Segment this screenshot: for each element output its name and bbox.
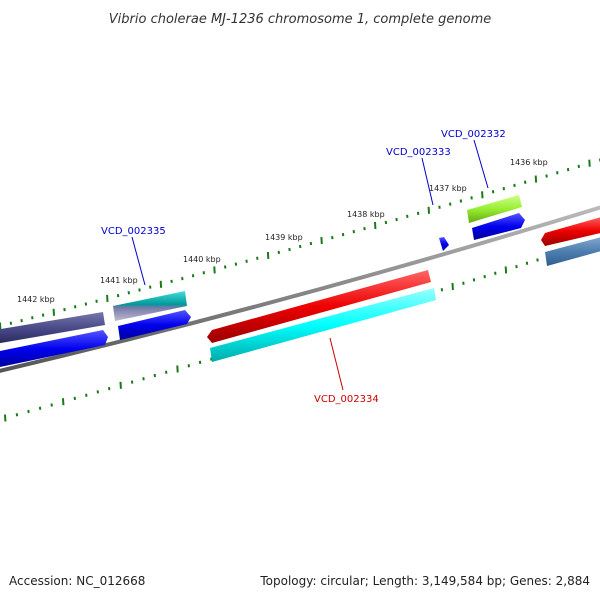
ruler-label-1438: 1438 kbp [347, 210, 385, 219]
gene-feature-red-right[interactable] [541, 216, 600, 246]
ruler-label-1441: 1441 kbp [100, 276, 138, 285]
genome-summary-text: Topology: circular; Length: 3,149,584 bp… [260, 574, 590, 588]
ruler-label-1436: 1436 kbp [510, 158, 548, 167]
gene-feature-navy-left[interactable] [0, 312, 105, 344]
gene-feature-blue-2335-strand[interactable] [118, 310, 191, 340]
ruler-label-1442: 1442 kbp [17, 295, 55, 304]
gene-feature-vcd-002335[interactable] [113, 291, 187, 321]
ruler-label-1437: 1437 kbp [429, 184, 467, 193]
gene-feature-vcd-002334[interactable] [210, 288, 436, 362]
gene-feature-blue-left[interactable] [0, 330, 108, 368]
gene-label-vcd-002335[interactable]: VCD_002335 [101, 226, 166, 237]
gene-feature-vcd-002333[interactable] [439, 237, 449, 251]
ruler-label-1440: 1440 kbp [183, 255, 221, 264]
accession-text: Accession: NC_012668 [9, 574, 146, 588]
leader-vcd-002334 [329, 337, 344, 391]
leader-vcd-002335 [131, 236, 146, 286]
gene-label-vcd-002332[interactable]: VCD_002332 [441, 129, 506, 140]
chromosome-backbone [0, 205, 600, 373]
leader-vcd-002332 [473, 139, 489, 189]
gene-label-vcd-002334[interactable]: VCD_002334 [314, 394, 379, 405]
gene-feature-vcd-002332[interactable] [467, 195, 522, 223]
gene-feature-red-upper[interactable] [207, 270, 431, 343]
gene-feature-blue-2332-strand[interactable] [472, 213, 525, 240]
leader-vcd-002333 [421, 157, 434, 206]
gene-feature-steel-right[interactable] [545, 236, 600, 266]
outer-tick-ring [0, 158, 600, 330]
gene-label-vcd-002333[interactable]: VCD_002333 [386, 147, 451, 158]
ruler-label-1439: 1439 kbp [265, 233, 303, 242]
map-title: Vibrio cholerae MJ-1236 chromosome 1, co… [109, 12, 491, 27]
